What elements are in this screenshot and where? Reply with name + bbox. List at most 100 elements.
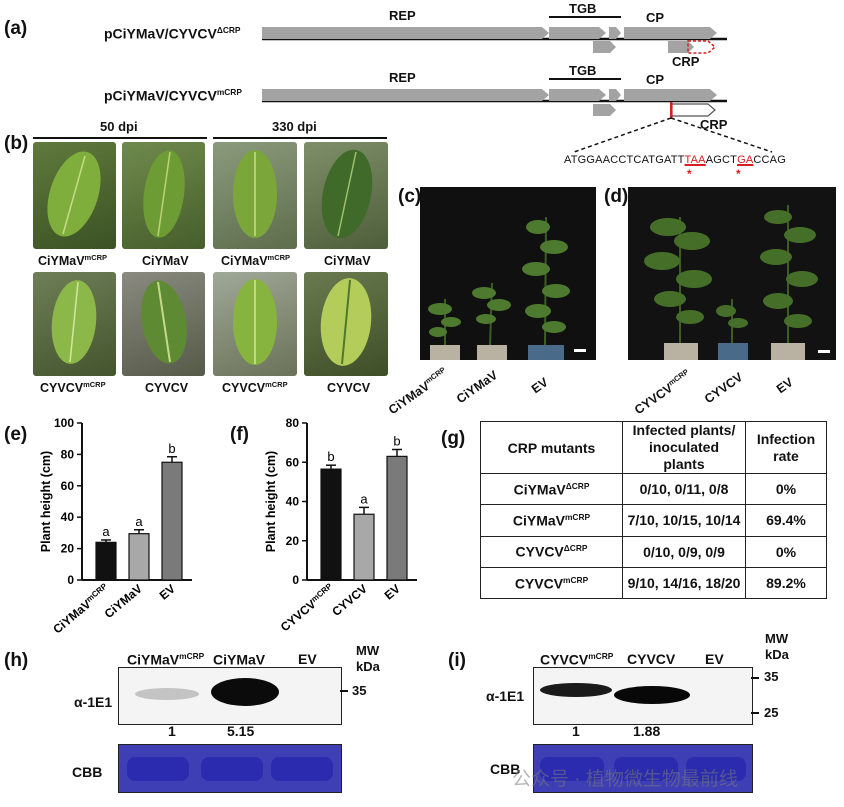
rep-arrow-1: [262, 27, 549, 39]
scale-bar-c: [574, 349, 586, 352]
significance-letter: a: [102, 524, 110, 539]
crp-mutant-arrow: [671, 103, 716, 117]
table-header: CRP mutants: [480, 421, 623, 474]
stain-label-h: CBB: [72, 764, 103, 780]
table-cell: 7/10, 10/15, 10/14: [622, 504, 746, 537]
rep-label-1: REP: [389, 8, 416, 23]
lane-label-i-1: CYVCVmCRP: [540, 651, 614, 668]
cbb-stain-i: [533, 744, 753, 793]
y-tick-label: 80: [286, 416, 300, 430]
western-blot-i: [533, 667, 753, 725]
lane-label-h-2: CiYMaV: [213, 651, 266, 668]
table-cell: 0/10, 0/11, 0/8: [622, 472, 746, 506]
marker-tick-h: [340, 690, 348, 692]
tgb2-arrow-1: [593, 41, 616, 53]
significance-letter: a: [135, 514, 143, 529]
plant-label-d-1: CYVCVmCRP: [631, 367, 691, 418]
crp-deleted-arrow: [687, 40, 717, 54]
ratio-i-1: 1: [572, 723, 580, 739]
leaf-photo-6: [122, 272, 205, 376]
band-i-2: [614, 686, 690, 704]
time-label-50dpi: 50 dpi: [100, 119, 138, 134]
marker-tick-i-25: [751, 712, 759, 714]
antibody-label-h: α-1E1: [74, 694, 113, 710]
tgb1-arrow-2: [549, 89, 606, 101]
significance-letter: b: [393, 433, 400, 448]
leaf-caption-1: CiYMaVmCRP: [38, 253, 108, 269]
rep-arrow-2: [262, 89, 549, 101]
infection-table: CRP mutants Infected plants/ inoculated …: [480, 421, 827, 600]
panel-a-label: (a): [4, 18, 28, 39]
panel-d-label: (d): [604, 186, 629, 207]
bar: [128, 533, 150, 581]
table-cell: 69.4%: [745, 504, 827, 537]
stop-star-1: *: [687, 167, 692, 181]
panel-b-label: (b): [4, 133, 29, 154]
tgb-label-1: TGB: [569, 1, 597, 16]
bar: [386, 455, 408, 581]
cp-arrow-2: [624, 89, 717, 101]
category-label: CYVCV: [329, 582, 370, 619]
bar: [353, 513, 375, 581]
category-label: CYVCVmCRP: [278, 581, 338, 635]
marker-tick-i-35: [751, 677, 759, 679]
plant-label-c-2: CiYMaV: [453, 367, 501, 407]
cp-arrow-1: [624, 27, 717, 39]
zoom-line-right: [670, 117, 773, 153]
y-tick-label: 60: [286, 455, 300, 469]
cp-label-2: CP: [646, 72, 665, 87]
y-tick-label: 20: [286, 534, 300, 548]
y-tick-label: 80: [61, 447, 75, 461]
crp-label-1: CRP: [672, 54, 700, 69]
band-h-1: [135, 688, 199, 700]
rep-label-2: REP: [389, 70, 416, 85]
table-cell: CYVCVΔCRP: [480, 535, 623, 568]
mw-title-h: MW kDa: [356, 643, 380, 674]
genome-maps: [262, 16, 773, 153]
table-cell: 0%: [745, 472, 827, 506]
scale-bar-d: [818, 350, 830, 353]
band-h-2: [211, 678, 279, 706]
y-tick-label: 40: [61, 510, 75, 524]
lane-label-h-3: EV: [298, 651, 317, 667]
stop-star-2: *: [736, 167, 741, 181]
watermark: 公众号 · 植物微生物最前线: [512, 769, 738, 790]
leaf-caption-7: CYVCVmCRP: [222, 380, 288, 396]
western-blot-h: [118, 667, 342, 725]
y-tick-label: 60: [61, 479, 75, 493]
leaf-photo-8: [304, 272, 388, 376]
panel-g-label: (g): [441, 428, 466, 449]
leaf-caption-4: CiYMaV: [324, 254, 371, 269]
y-tick-label: 0: [67, 573, 74, 587]
table-header-row: CRP mutants Infected plants/ inoculated …: [480, 421, 827, 474]
bracket-330dpi: [213, 137, 387, 139]
leaf-caption-8: CYVCV: [327, 381, 371, 396]
cp-label-1: CP: [646, 10, 665, 25]
table-row: CYVCVmCRP 9/10, 14/16, 18/20 89.2%: [480, 566, 827, 600]
y-tick-label: 40: [286, 495, 300, 509]
table-cell: CiYMaVmCRP: [480, 504, 623, 537]
marker-25-i: 25: [764, 705, 779, 720]
bracket-50dpi: [33, 137, 207, 139]
panel-f-label: (f): [230, 424, 249, 445]
bar: [320, 468, 342, 581]
significance-letter: b: [168, 441, 175, 456]
stain-label-i: CBB: [490, 761, 521, 777]
time-label-330dpi: 330 dpi: [272, 119, 317, 134]
ratio-h-2: 5.15: [227, 723, 255, 739]
y-tick-label: 20: [61, 542, 75, 556]
band-i-1: [540, 683, 612, 697]
bar: [161, 461, 183, 581]
construct-2-name: pCiYMaV/CYVCVmCRP: [104, 87, 242, 104]
mw-title-i: MW kDa: [765, 631, 789, 662]
leaf-photo-2: [122, 142, 205, 249]
category-label: CiYMaV: [102, 582, 145, 621]
panel-e-label: (e): [4, 424, 28, 445]
table-cell: 89.2%: [745, 566, 827, 600]
leaf-caption-6: CYVCV: [145, 381, 189, 396]
y-axis-label: Plant height (cm): [264, 451, 278, 552]
significance-letter: b: [327, 449, 334, 464]
stop-codon-2: GA: [737, 154, 754, 166]
ratio-i-2: 1.88: [633, 723, 661, 739]
